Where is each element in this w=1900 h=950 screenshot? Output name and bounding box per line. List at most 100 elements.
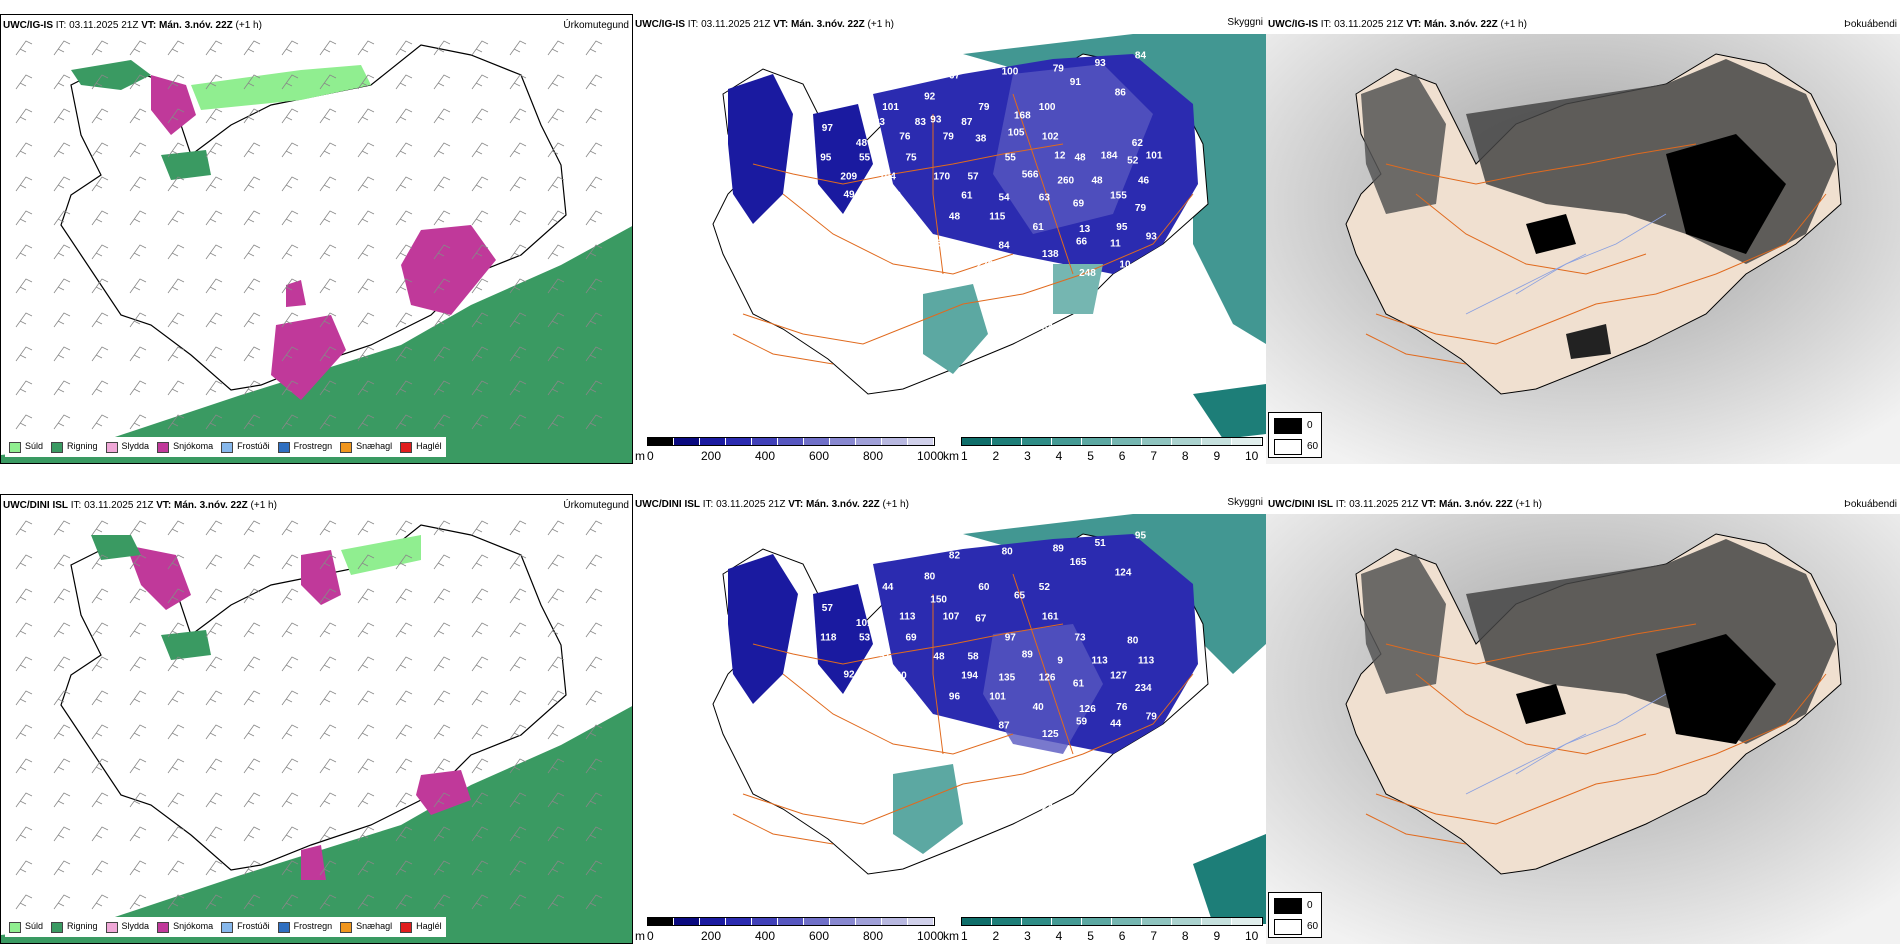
wind-barb [243, 758, 261, 774]
wind-barb [395, 792, 413, 808]
wind-barb [471, 74, 489, 90]
cloud-base-label: 155 [1110, 190, 1127, 201]
wind-barb [281, 690, 299, 706]
cloud-base-label: 76 [1116, 702, 1128, 713]
cloud-base-label: 73 [1074, 633, 1086, 644]
colorbar-step [1142, 918, 1172, 925]
wind-barb [509, 792, 527, 808]
wind-barb [547, 554, 565, 570]
wind-barb [319, 210, 337, 226]
wind-barb [471, 176, 489, 192]
wind-barb [547, 826, 565, 842]
rain-area [161, 150, 211, 180]
cloud-base-label: 69 [1073, 199, 1085, 210]
wind-barb [167, 278, 185, 294]
cloud-base-label: 160 [859, 210, 876, 221]
cloud-base-label: 95 [1135, 531, 1147, 542]
wind-barb [129, 860, 147, 876]
wind-barb [433, 108, 451, 124]
colorbar-tick: 1 [961, 449, 968, 463]
cloud-base-label: 150 [930, 595, 947, 606]
wind-barb [15, 312, 33, 328]
fog-area [1516, 684, 1566, 724]
wind-barb [91, 244, 109, 260]
colorbar-tick: 3 [1024, 449, 1031, 463]
cloud-base-label: 100 [906, 63, 923, 74]
wind-barb [15, 860, 33, 876]
cloud-base-label: 101 [989, 691, 1006, 702]
colorbar-step [1082, 918, 1112, 925]
cloud-base-label: 101 [882, 102, 899, 113]
wind-barb [167, 860, 185, 876]
colorbar-step [856, 438, 882, 445]
legend-label: Frostúði [237, 921, 270, 932]
wind-barb [91, 792, 109, 808]
wind-barb [15, 176, 33, 192]
cloud-base-label: 71 [859, 226, 871, 237]
wind-barb [547, 108, 565, 124]
wind-barb [15, 724, 33, 740]
colorbar-tick: 10 [1245, 449, 1259, 463]
wind-barb [53, 622, 71, 638]
rain-area [71, 60, 151, 90]
legend-item: Súld [9, 921, 43, 933]
wind-barb [585, 894, 603, 910]
wind-barb [281, 826, 299, 842]
colorbar-tick: 2 [992, 929, 1000, 943]
panel-header: UWC/IG-IS IT: 03.11.2025 21Z VT: Mán. 3.… [3, 20, 262, 31]
cloud-base-label: 48 [856, 138, 868, 149]
wind-barb [357, 244, 375, 260]
cloud-base-label: 102 [1042, 132, 1059, 143]
cloud-base-label: 59 [1076, 717, 1088, 728]
wind-barb [509, 176, 527, 192]
wind-barb [547, 414, 565, 430]
wind-barb [243, 380, 261, 396]
colorbar-tick: 6 [1118, 929, 1126, 943]
legend-item: Snjókoma [157, 441, 213, 453]
precip-map-igis [1, 40, 632, 463]
wind-barb [585, 792, 603, 808]
fog-area [1526, 214, 1576, 254]
wind-barb [205, 894, 223, 910]
colorbar-tick: 0 [647, 929, 654, 943]
wind-barb [357, 554, 375, 570]
cloud-base-label: 126 [1079, 704, 1096, 715]
legend-swatch [400, 921, 413, 933]
snow-area [301, 550, 341, 605]
wind-barb [243, 244, 261, 260]
colorbar-step [648, 918, 674, 925]
wind-barb [433, 74, 451, 90]
wind-barb [53, 108, 71, 124]
wind-barb [319, 380, 337, 396]
wind-barb [243, 346, 261, 362]
wind-barb [319, 622, 337, 638]
panel-header: UWC/DINI ISL IT: 03.11.2025 21Z VT: Mán.… [635, 499, 909, 510]
wind-barb [167, 520, 185, 536]
wind-barb [471, 690, 489, 706]
wind-barb [205, 588, 223, 604]
cloud-base-label: 48 [949, 211, 961, 222]
wind-barb [433, 176, 451, 192]
wind-barb [433, 346, 451, 362]
cloud-base-label: 111 [837, 564, 853, 575]
wind-barb [281, 210, 299, 226]
legend-swatch [221, 441, 234, 453]
cloud-base-label: 12 [1054, 150, 1066, 161]
wind-barb [167, 588, 185, 604]
wind-barb [395, 244, 413, 260]
cloud-base-label: 38 [975, 134, 987, 145]
wind-barb [205, 622, 223, 638]
wind-barb [585, 588, 603, 604]
colorbar-unit: m [635, 929, 645, 943]
wind-barb [585, 724, 603, 740]
wind-barb [53, 894, 71, 910]
cloud-base-label: 234 [1135, 683, 1152, 694]
cloud-base-label: 67 [949, 71, 961, 82]
colorbar-step [1202, 438, 1232, 445]
legend-label: Snæhagl [356, 921, 393, 932]
wind-barb [547, 176, 565, 192]
wind-barb [471, 142, 489, 158]
wind-barb [15, 108, 33, 124]
wind-barb [91, 210, 109, 226]
